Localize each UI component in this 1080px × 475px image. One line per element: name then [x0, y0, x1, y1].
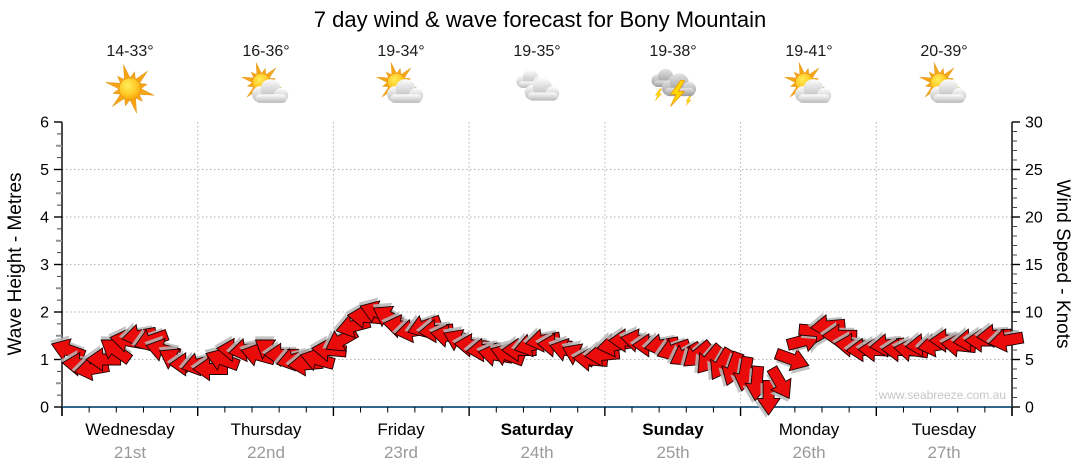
day-date: 25th [656, 443, 690, 462]
weather-icon [780, 58, 838, 116]
weather-icon-partly-cloudy [784, 62, 832, 103]
day-date: 21st [113, 443, 147, 462]
wind-arrow-glyph [988, 328, 1025, 353]
right-axis-tick-label: 10 [1025, 305, 1043, 322]
weather-icon [372, 58, 430, 116]
day-date: 27th [927, 443, 961, 462]
weather-icon-sunny [105, 64, 155, 114]
wind-arrow [807, 312, 846, 339]
page-title: 7 day wind & wave forecast for Bony Moun… [313, 7, 767, 32]
day-date: 24th [520, 443, 554, 462]
x-axis-day: Saturday 24th [501, 421, 574, 461]
wind-arrow-glyph [773, 347, 810, 372]
cloud-glyph [524, 77, 560, 101]
day-name: Tuesday [911, 420, 977, 439]
weather-icon-cloudy [516, 69, 560, 101]
temperature-range: 16-36° [242, 43, 290, 60]
wind-arrow [298, 344, 336, 372]
x-axis-day: Wednesday 21st [85, 421, 174, 461]
weather-icon [915, 58, 973, 116]
right-axis-label: Wind Speed - Knots [1052, 179, 1073, 349]
left-axis-tick-label: 1 [40, 352, 49, 369]
left-axis-tick-label: 5 [40, 162, 49, 179]
day-date: 22nd [247, 443, 285, 462]
cloud-glyph [795, 79, 832, 103]
right-axis-tick-label: 20 [1025, 210, 1043, 227]
cloud-glyph [387, 79, 424, 103]
left-axis-tick-label: 3 [40, 257, 49, 274]
day-name: Friday [377, 420, 425, 439]
temperature-range: 19-38° [649, 43, 697, 60]
lightning-bolt-glyph [685, 96, 692, 106]
day-date: 23rd [383, 443, 419, 462]
right-axis-tick-label: 0 [1025, 400, 1034, 417]
weather-icon [644, 58, 702, 116]
temperature-range: 14-33° [106, 43, 154, 60]
watermark: www.seabreeze.com.au [878, 388, 1006, 402]
wind-arrow-glyph [100, 339, 134, 365]
weather-icon [237, 58, 295, 116]
day-date: 26th [792, 443, 826, 462]
temperature-range: 19-34° [377, 43, 425, 60]
temperature-range: 20-39° [920, 43, 968, 60]
temperature-range: 19-41° [785, 43, 833, 60]
weather-icon [101, 58, 159, 116]
day-name: Saturday [500, 420, 574, 439]
lightning-bolt-glyph [670, 80, 685, 107]
right-axis-tick-label: 30 [1025, 115, 1043, 132]
x-axis-day: Monday 26th [779, 421, 839, 461]
wind-arrow-glyph [756, 380, 781, 416]
temperature-range: 19-35° [513, 43, 561, 60]
weather-icon-partly-cloudy [919, 62, 967, 103]
left-axis-tick-label: 0 [40, 400, 49, 417]
right-axis-tick-label: 25 [1025, 162, 1043, 179]
left-axis-label: Wave Height - Metres [5, 172, 26, 356]
day-name: Monday [778, 420, 840, 439]
x-axis-day: Friday 23rd [377, 421, 424, 461]
wind-arrow-glyph [299, 347, 336, 372]
weather-icon-partly-cloudy [376, 62, 424, 103]
x-axis-day: Thursday 22nd [231, 421, 302, 461]
weather-icon-partly-cloudy [241, 62, 289, 103]
wind-arrow [131, 327, 170, 353]
wind-arrow [773, 347, 811, 374]
left-axis-tick-label: 6 [40, 115, 49, 132]
sun-glyph [105, 64, 155, 114]
day-name: Wednesday [85, 420, 175, 439]
right-axis-tick-label: 5 [1025, 352, 1034, 369]
wind-arrow [985, 327, 1025, 353]
wind-arrow-glyph [205, 347, 241, 372]
wind-arrow-glyph [766, 365, 792, 400]
day-name: Thursday [230, 420, 302, 439]
weather-icon-storm [651, 68, 697, 107]
weather-icon [508, 58, 566, 116]
cloud-glyph [252, 79, 289, 103]
x-axis-day: Tuesday 27th [912, 421, 977, 461]
lightning-bolt-glyph [655, 88, 662, 101]
cloud-glyph [930, 79, 967, 103]
wind-arrow [204, 345, 241, 372]
left-axis-tick-label: 4 [40, 210, 49, 227]
left-axis-tick-label: 2 [40, 305, 49, 322]
right-axis-tick-label: 15 [1025, 257, 1043, 274]
day-name: Sunday [642, 420, 704, 439]
x-axis-day: Sunday 25th [642, 421, 703, 461]
wind-arrow [754, 380, 781, 418]
wind-arrow [100, 336, 134, 365]
wind-arrow [766, 365, 792, 403]
